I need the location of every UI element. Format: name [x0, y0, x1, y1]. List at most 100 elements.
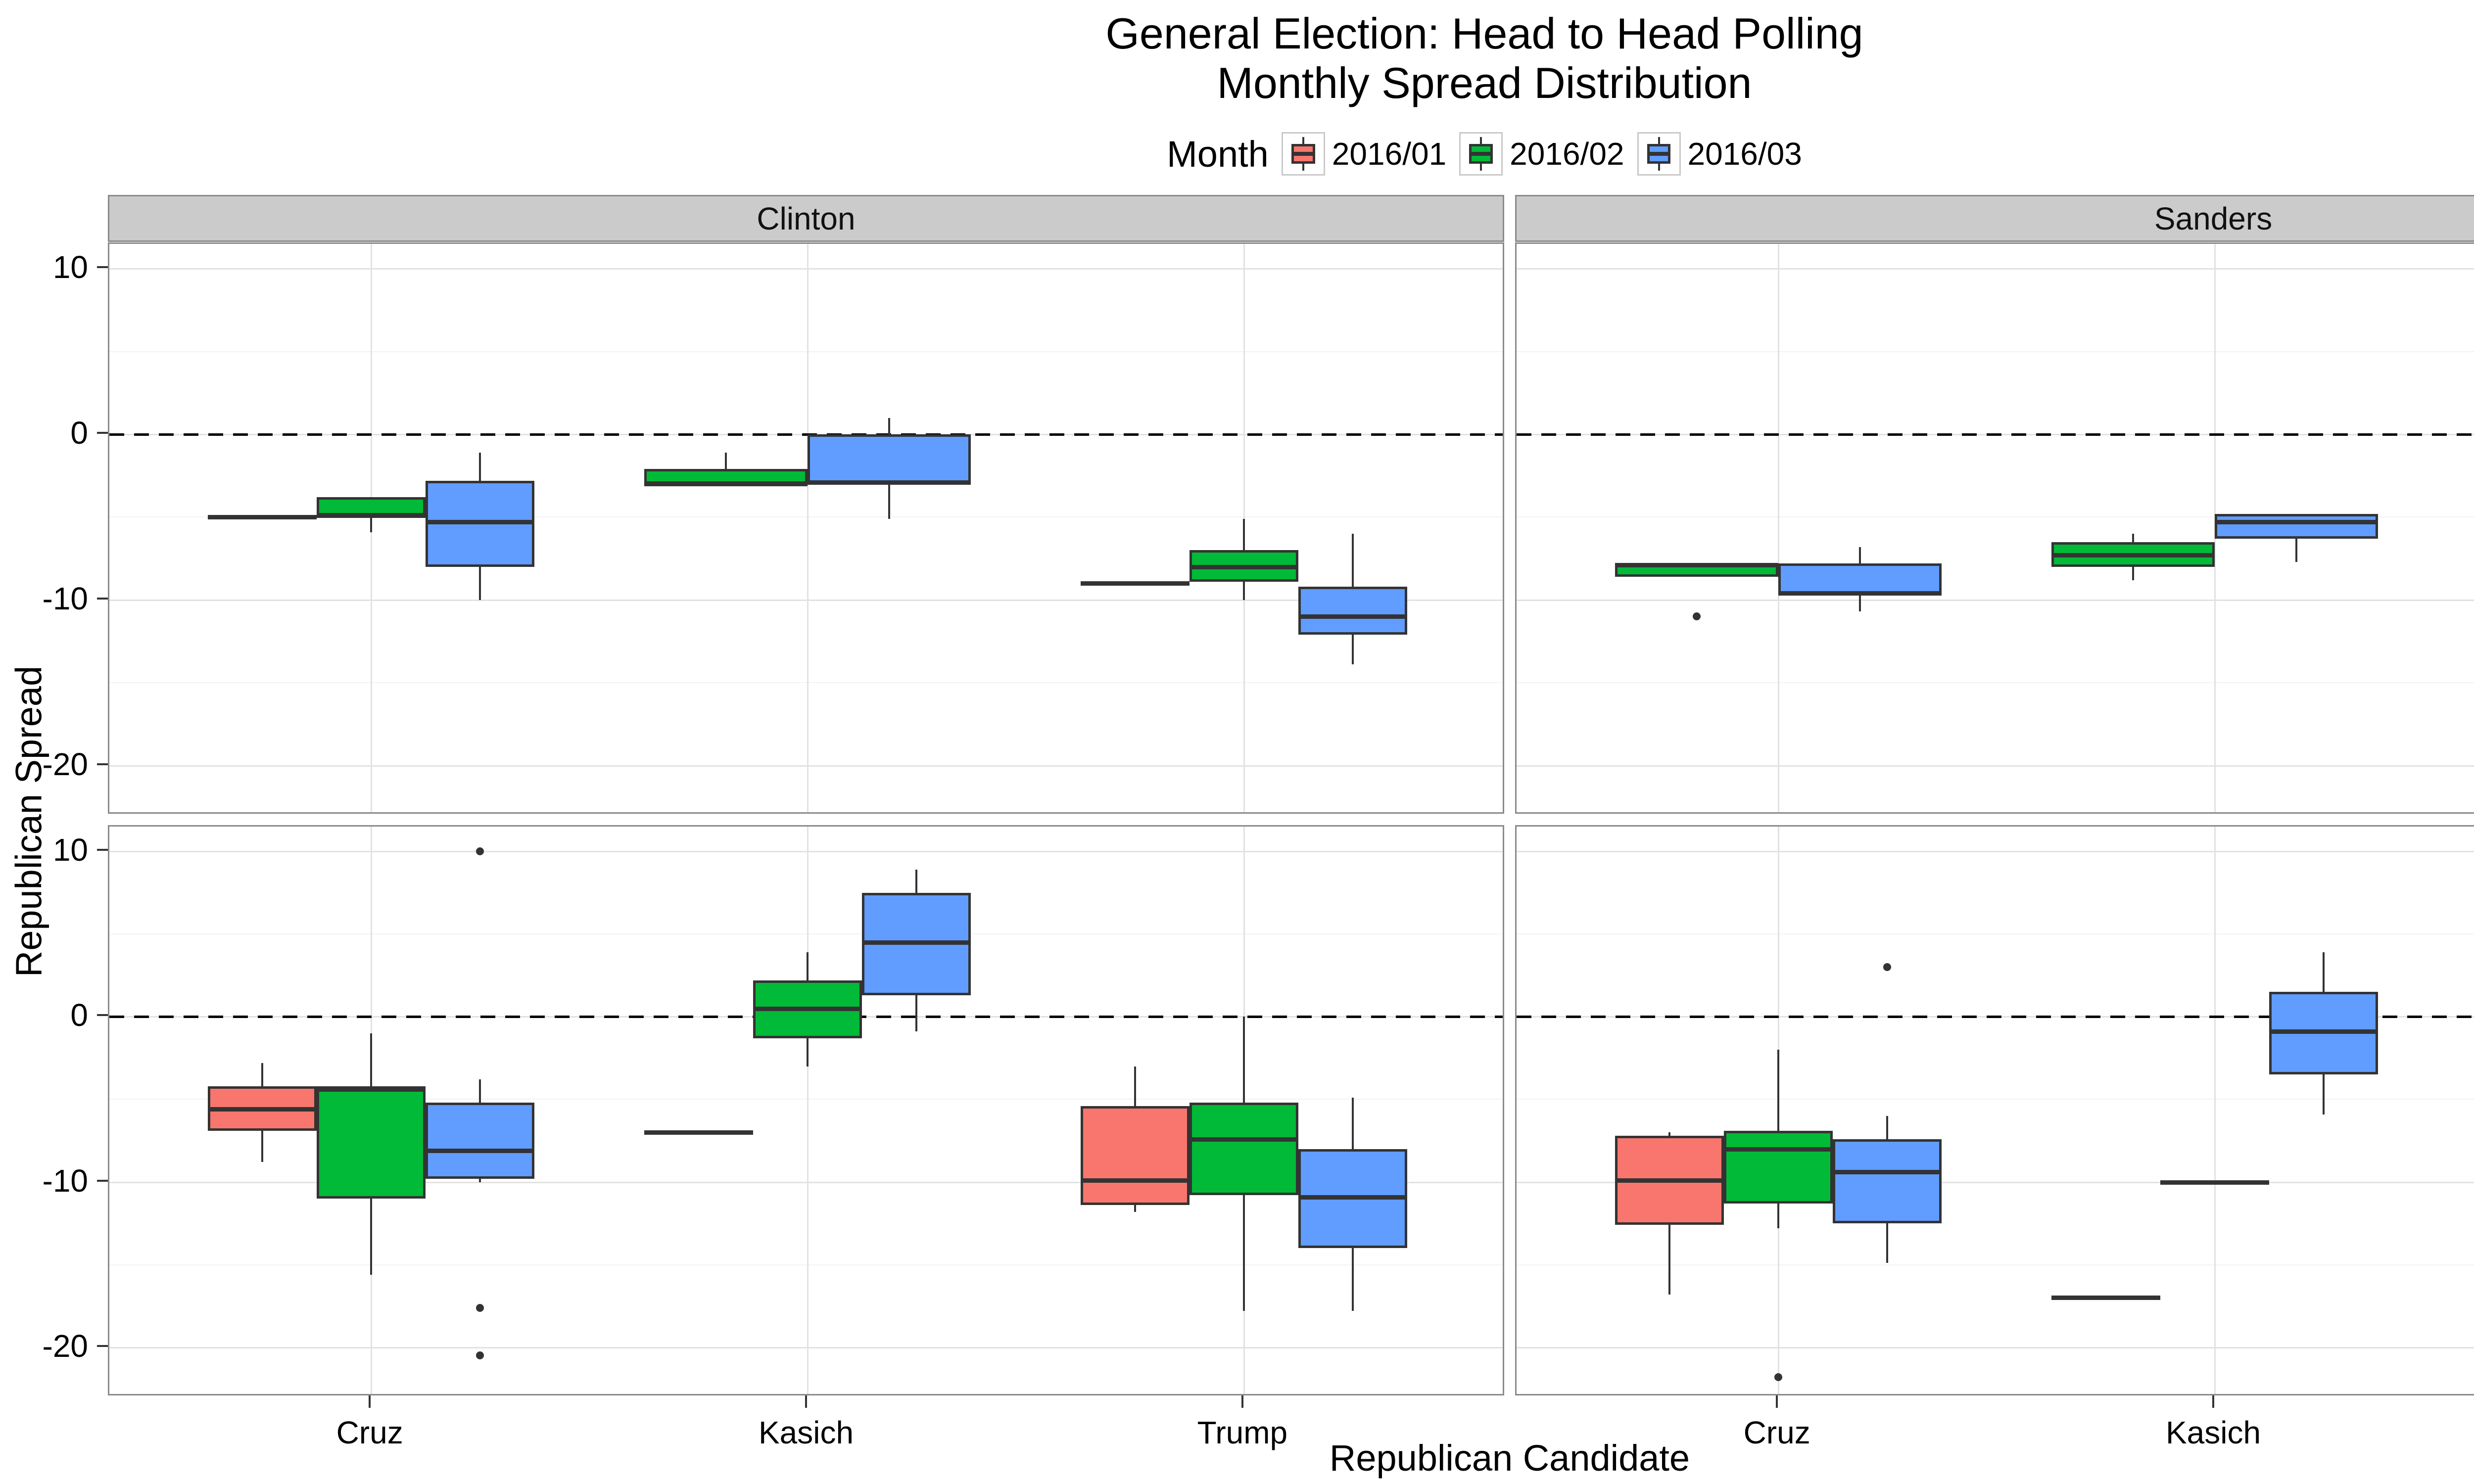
boxplot-lower-whisker-cruz-2016-01 [1668, 1225, 1671, 1295]
boxplot-median-kasich-2016-03 [808, 480, 971, 485]
boxplot-median-cruz-2016-03 [1778, 591, 1942, 596]
x-tick-label-cruz: Cruz [336, 1415, 403, 1450]
gridline-major [1517, 599, 2474, 601]
legend-item-label: 2016/01 [1332, 136, 1447, 172]
boxplot-box-cruz-2016-02 [1724, 1130, 1833, 1204]
boxplot-box-cruz-2016-03 [426, 1103, 535, 1179]
x-tick-mark [1776, 1395, 1778, 1408]
y-tick-mark [97, 266, 108, 269]
y-tick-label: -10 [42, 580, 89, 616]
gridline-major [1517, 765, 2474, 767]
boxplot-upper-whisker-trump-2016-03 [1351, 533, 1354, 587]
y-tick-mark [97, 849, 108, 851]
gridline-minor [1517, 516, 2474, 518]
boxplot-median-trump-2016-02 [1189, 1137, 1298, 1142]
x-tick-mark [805, 1395, 807, 1408]
boxplot-median-cruz-2016-02 [317, 513, 426, 518]
boxplot-box-kasich-2016-02 [644, 469, 808, 484]
zero-reference-line [1517, 1016, 2474, 1019]
boxplot-lower-whisker-trump-2016-03 [1351, 635, 1354, 665]
boxplot-median-kasich-2016-02 [644, 482, 808, 487]
boxplot-median-kasich-2016-03 [2215, 520, 2379, 525]
gridline-minor [109, 351, 1503, 352]
legend-item-label: 2016/03 [1687, 136, 1802, 172]
boxplot-lower-whisker-trump-2016-01 [1134, 1205, 1136, 1212]
boxplot-upper-whisker-cruz-2016-03 [1859, 547, 1861, 564]
y-tick-mark [97, 1345, 108, 1347]
y-tick-mark [97, 597, 108, 600]
y-tick-label: 10 [52, 832, 88, 868]
boxplot-outlier-cruz-2016-03 [1883, 963, 1892, 972]
y-tick-label: -20 [42, 746, 89, 782]
gridline-minor [109, 516, 1503, 518]
boxplot-outlier-cruz-2016-02 [1774, 1373, 1783, 1381]
boxplot-median-trump-2016-02 [1189, 564, 1298, 569]
boxplot-lower-whisker-trump-2016-03 [1351, 1248, 1354, 1311]
boxplot-median-cruz-2016-02 [317, 1087, 426, 1092]
boxplot-upper-whisker-trump-2016-03 [1351, 1098, 1354, 1149]
boxplot-lower-whisker-kasich-2016-03 [2323, 1074, 2325, 1114]
boxplot-lower-whisker-trump-2016-02 [1242, 581, 1245, 600]
legend-key-boxplot-icon [1281, 132, 1325, 176]
boxplot-lower-whisker-cruz-2016-03 [1886, 1223, 1889, 1263]
legend-key-median-line [1469, 152, 1493, 156]
x-tick-label-cruz: Cruz [1743, 1415, 1810, 1450]
legend-item-2016-01: 2016/01 [1281, 132, 1447, 176]
boxplot-lower-whisker-cruz-2016-02 [1777, 1203, 1780, 1229]
boxplot-upper-whisker-cruz-2016-01 [261, 1063, 264, 1086]
legend-key-median-line [1647, 152, 1671, 156]
boxplot-upper-whisker-kasich-2016-02 [724, 452, 727, 469]
boxplot-median-trump-2016-03 [1298, 1195, 1407, 1200]
gridline-minor [1517, 1099, 2474, 1100]
y-tick-label: -10 [42, 1162, 89, 1199]
boxplot-median-cruz-2016-01 [1615, 1178, 1724, 1183]
boxplot-upper-whisker-cruz-2016-01 [1668, 1132, 1671, 1136]
boxplot-box-cruz-2016-02 [317, 497, 426, 516]
gridline-vertical [1778, 244, 1780, 812]
boxplot-upper-whisker-kasich-2016-02 [807, 952, 809, 980]
boxplot-median-cruz-2016-02 [1615, 563, 1779, 568]
boxplot-lower-whisker-cruz-2016-02 [370, 515, 373, 532]
gridline-minor [1517, 933, 2474, 935]
x-tick-label-trump: Trump [1197, 1415, 1288, 1450]
boxplot-box-trump-2016-02 [1189, 1103, 1298, 1196]
boxplot-upper-whisker-cruz-2016-03 [479, 452, 481, 481]
boxplot-box-kasich-2016-03 [808, 434, 971, 484]
y-tick-mark [97, 432, 108, 434]
boxplot-box-trump-2016-01 [1080, 1106, 1189, 1206]
boxplot-median-kasich-2016-03 [862, 940, 971, 945]
boxplot-lower-whisker-kasich-2016-03 [2295, 538, 2298, 562]
boxplot-box-kasich-2016-03 [2215, 513, 2379, 539]
y-tick-label: 10 [52, 249, 88, 285]
boxplot-upper-whisker-cruz-2016-03 [479, 1079, 481, 1103]
x-tick-label-kasich: Kasich [758, 1415, 854, 1450]
boxplot-median-cruz-2016-03 [426, 520, 535, 525]
y-tick-mark [97, 763, 108, 765]
boxplot-lower-whisker-kasich-2016-03 [888, 484, 891, 519]
gridline-vertical [807, 244, 809, 812]
gridline-minor [1517, 682, 2474, 684]
boxplot-box-cruz-2016-02 [317, 1086, 426, 1199]
chart-title: General Election: Head to Head Polling [1105, 9, 1863, 58]
boxplot-lower-whisker-cruz-2016-03 [479, 1178, 481, 1182]
chart-subtitle: Monthly Spread Distribution [1217, 58, 1752, 107]
gridline-major [109, 1346, 1503, 1348]
boxplot-flat-cruz-2016-01 [208, 515, 317, 520]
gridline-major [109, 599, 1503, 601]
boxplot-lower-whisker-kasich-2016-03 [915, 995, 918, 1032]
x-axis-title: Republican Candidate [1329, 1438, 1690, 1479]
boxplot-outlier-cruz-2016-02 [1693, 612, 1701, 621]
boxplot-upper-whisker-kasich-2016-03 [915, 869, 918, 893]
boxplot-upper-whisker-trump-2016-02 [1242, 518, 1245, 551]
x-tick-mark [1241, 1395, 1243, 1408]
boxplot-median-kasich-2016-02 [2051, 553, 2215, 558]
y-tick-label: 0 [70, 997, 88, 1033]
boxplot-flat-kasich-2016-02 [2160, 1180, 2269, 1185]
boxplot-flat-kasich-2016-01 [644, 1130, 753, 1135]
gridline-major [109, 765, 1503, 767]
gridline-vertical [2214, 827, 2216, 1394]
boxplot-lower-whisker-cruz-2016-03 [1859, 595, 1861, 612]
boxplot-median-trump-2016-01 [1080, 1178, 1189, 1183]
y-tick-mark [97, 1179, 108, 1182]
boxplot-flat-kasich-2016-01 [2051, 1296, 2160, 1300]
